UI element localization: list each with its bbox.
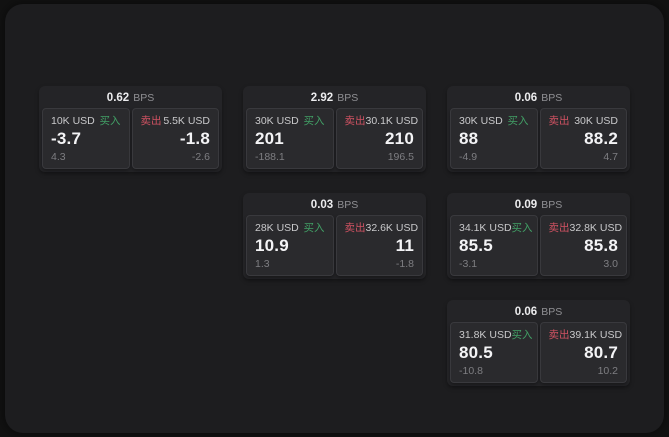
quote-card[interactable]: 0.03 BPS 28K USD 买入 10.9 1.3 卖出 32.6K US… bbox=[243, 193, 426, 279]
buy-quote[interactable]: 34.1K USD 买入 85.5 -3.1 bbox=[450, 215, 538, 276]
quote-sides: 30K USD 买入 201 -188.1 卖出 30.1K USD 210 1… bbox=[243, 107, 426, 172]
sell-delta: 10.2 bbox=[597, 365, 618, 377]
quote-card[interactable]: 0.09 BPS 34.1K USD 买入 85.5 -3.1 卖出 32.8K… bbox=[447, 193, 630, 279]
sell-amount: 5.5K USD bbox=[163, 115, 210, 127]
buy-delta: -3.1 bbox=[459, 258, 478, 270]
quote-sides: 30K USD 买入 88 -4.9 卖出 30K USD 88.2 4.7 bbox=[447, 107, 630, 172]
sell-amount: 30K USD bbox=[574, 115, 618, 127]
quote-card[interactable]: 2.92 BPS 30K USD 买入 201 -188.1 卖出 30.1K … bbox=[243, 86, 426, 172]
buy-side-label: 买入 bbox=[303, 222, 325, 234]
quotes-grid: 0.62 BPS 10K USD 买入 -3.7 4.3 卖出 5.5K USD bbox=[39, 86, 630, 386]
sell-quote[interactable]: 卖出 30K USD 88.2 4.7 bbox=[539, 108, 627, 169]
buy-quote[interactable]: 28K USD 买入 10.9 1.3 bbox=[246, 215, 334, 276]
buy-side-label: 买入 bbox=[99, 115, 121, 127]
buy-side-label: 买入 bbox=[511, 222, 533, 234]
card-header: 0.06 BPS bbox=[447, 300, 630, 321]
bps-unit-label: BPS bbox=[337, 92, 359, 104]
sell-price: 80.7 bbox=[584, 343, 618, 362]
sell-amount: 32.8K USD bbox=[569, 222, 623, 234]
bps-unit-label: BPS bbox=[541, 92, 563, 104]
bps-value: 0.09 bbox=[514, 199, 538, 211]
bps-unit-label: BPS bbox=[541, 199, 563, 211]
buy-quote[interactable]: 31.8K USD 买入 80.5 -10.8 bbox=[450, 322, 538, 383]
bps-value: 2.92 bbox=[310, 92, 334, 104]
bps-value: 0.06 bbox=[514, 92, 538, 104]
buy-amount: 28K USD bbox=[255, 222, 299, 234]
bps-value: 0.62 bbox=[106, 92, 130, 104]
buy-side-label: 买入 bbox=[511, 329, 533, 341]
sell-side-label: 卖出 bbox=[344, 115, 366, 127]
buy-quote[interactable]: 30K USD 买入 88 -4.9 bbox=[450, 108, 538, 169]
sell-quote[interactable]: 卖出 30.1K USD 210 196.5 bbox=[335, 108, 423, 169]
sell-price: 11 bbox=[395, 236, 414, 255]
bps-value: 0.06 bbox=[514, 306, 538, 318]
sell-amount: 30.1K USD bbox=[365, 115, 419, 127]
quote-card[interactable]: 0.06 BPS 31.8K USD 买入 80.5 -10.8 卖出 39.1… bbox=[447, 300, 630, 386]
buy-side-label: 买入 bbox=[303, 115, 325, 127]
card-header: 0.09 BPS bbox=[447, 193, 630, 214]
buy-side-label: 买入 bbox=[507, 115, 529, 127]
card-header: 2.92 BPS bbox=[243, 86, 426, 107]
sell-quote[interactable]: 卖出 39.1K USD 80.7 10.2 bbox=[539, 322, 627, 383]
quote-sides: 34.1K USD 买入 85.5 -3.1 卖出 32.8K USD 85.8… bbox=[447, 214, 630, 279]
sell-side-label: 卖出 bbox=[548, 329, 570, 341]
sell-price: 85.8 bbox=[584, 236, 618, 255]
sell-delta: 4.7 bbox=[603, 151, 618, 163]
card-header: 0.62 BPS bbox=[39, 86, 222, 107]
quote-card[interactable]: 0.06 BPS 30K USD 买入 88 -4.9 卖出 30K USD bbox=[447, 86, 630, 172]
sell-quote[interactable]: 卖出 5.5K USD -1.8 -2.6 bbox=[131, 108, 219, 169]
main-panel: 0.62 BPS 10K USD 买入 -3.7 4.3 卖出 5.5K USD bbox=[5, 4, 664, 433]
buy-quote[interactable]: 30K USD 买入 201 -188.1 bbox=[246, 108, 334, 169]
buy-amount: 30K USD bbox=[459, 115, 503, 127]
buy-delta: -10.8 bbox=[459, 365, 483, 377]
sell-side-label: 卖出 bbox=[140, 115, 162, 127]
buy-delta: 1.3 bbox=[255, 258, 270, 270]
sell-price: 210 bbox=[385, 129, 414, 148]
sell-delta: 3.0 bbox=[603, 258, 618, 270]
buy-amount: 31.8K USD bbox=[459, 329, 512, 341]
sell-side-label: 卖出 bbox=[548, 115, 570, 127]
buy-price: 201 bbox=[255, 129, 284, 148]
bps-unit-label: BPS bbox=[337, 199, 359, 211]
quote-sides: 31.8K USD 买入 80.5 -10.8 卖出 39.1K USD 80.… bbox=[447, 321, 630, 386]
buy-amount: 30K USD bbox=[255, 115, 299, 127]
buy-quote[interactable]: 10K USD 买入 -3.7 4.3 bbox=[42, 108, 130, 169]
buy-amount: 10K USD bbox=[51, 115, 95, 127]
card-header: 0.03 BPS bbox=[243, 193, 426, 214]
quote-sides: 28K USD 买入 10.9 1.3 卖出 32.6K USD 11 -1.8 bbox=[243, 214, 426, 279]
quote-sides: 10K USD 买入 -3.7 4.3 卖出 5.5K USD -1.8 -2.… bbox=[39, 107, 222, 172]
sell-amount: 32.6K USD bbox=[365, 222, 419, 234]
buy-price: 10.9 bbox=[255, 236, 289, 255]
sell-delta: -1.8 bbox=[395, 258, 414, 270]
sell-amount: 39.1K USD bbox=[569, 329, 623, 341]
sell-side-label: 卖出 bbox=[344, 222, 366, 234]
sell-delta: -2.6 bbox=[191, 151, 210, 163]
buy-price: 85.5 bbox=[459, 236, 493, 255]
sell-price: -1.8 bbox=[179, 129, 210, 148]
bps-value: 0.03 bbox=[310, 199, 334, 211]
buy-delta: 4.3 bbox=[51, 151, 66, 163]
sell-quote[interactable]: 卖出 32.8K USD 85.8 3.0 bbox=[539, 215, 627, 276]
quote-card[interactable]: 0.62 BPS 10K USD 买入 -3.7 4.3 卖出 5.5K USD bbox=[39, 86, 222, 172]
buy-price: 88 bbox=[459, 129, 479, 148]
buy-price: -3.7 bbox=[51, 129, 82, 148]
buy-delta: -4.9 bbox=[459, 151, 478, 163]
sell-side-label: 卖出 bbox=[548, 222, 570, 234]
buy-delta: -188.1 bbox=[255, 151, 285, 163]
buy-amount: 34.1K USD bbox=[459, 222, 512, 234]
card-header: 0.06 BPS bbox=[447, 86, 630, 107]
bps-unit-label: BPS bbox=[133, 92, 155, 104]
sell-quote[interactable]: 卖出 32.6K USD 11 -1.8 bbox=[335, 215, 423, 276]
sell-price: 88.2 bbox=[584, 129, 618, 148]
buy-price: 80.5 bbox=[459, 343, 493, 362]
bps-unit-label: BPS bbox=[541, 306, 563, 318]
sell-delta: 196.5 bbox=[387, 151, 414, 163]
